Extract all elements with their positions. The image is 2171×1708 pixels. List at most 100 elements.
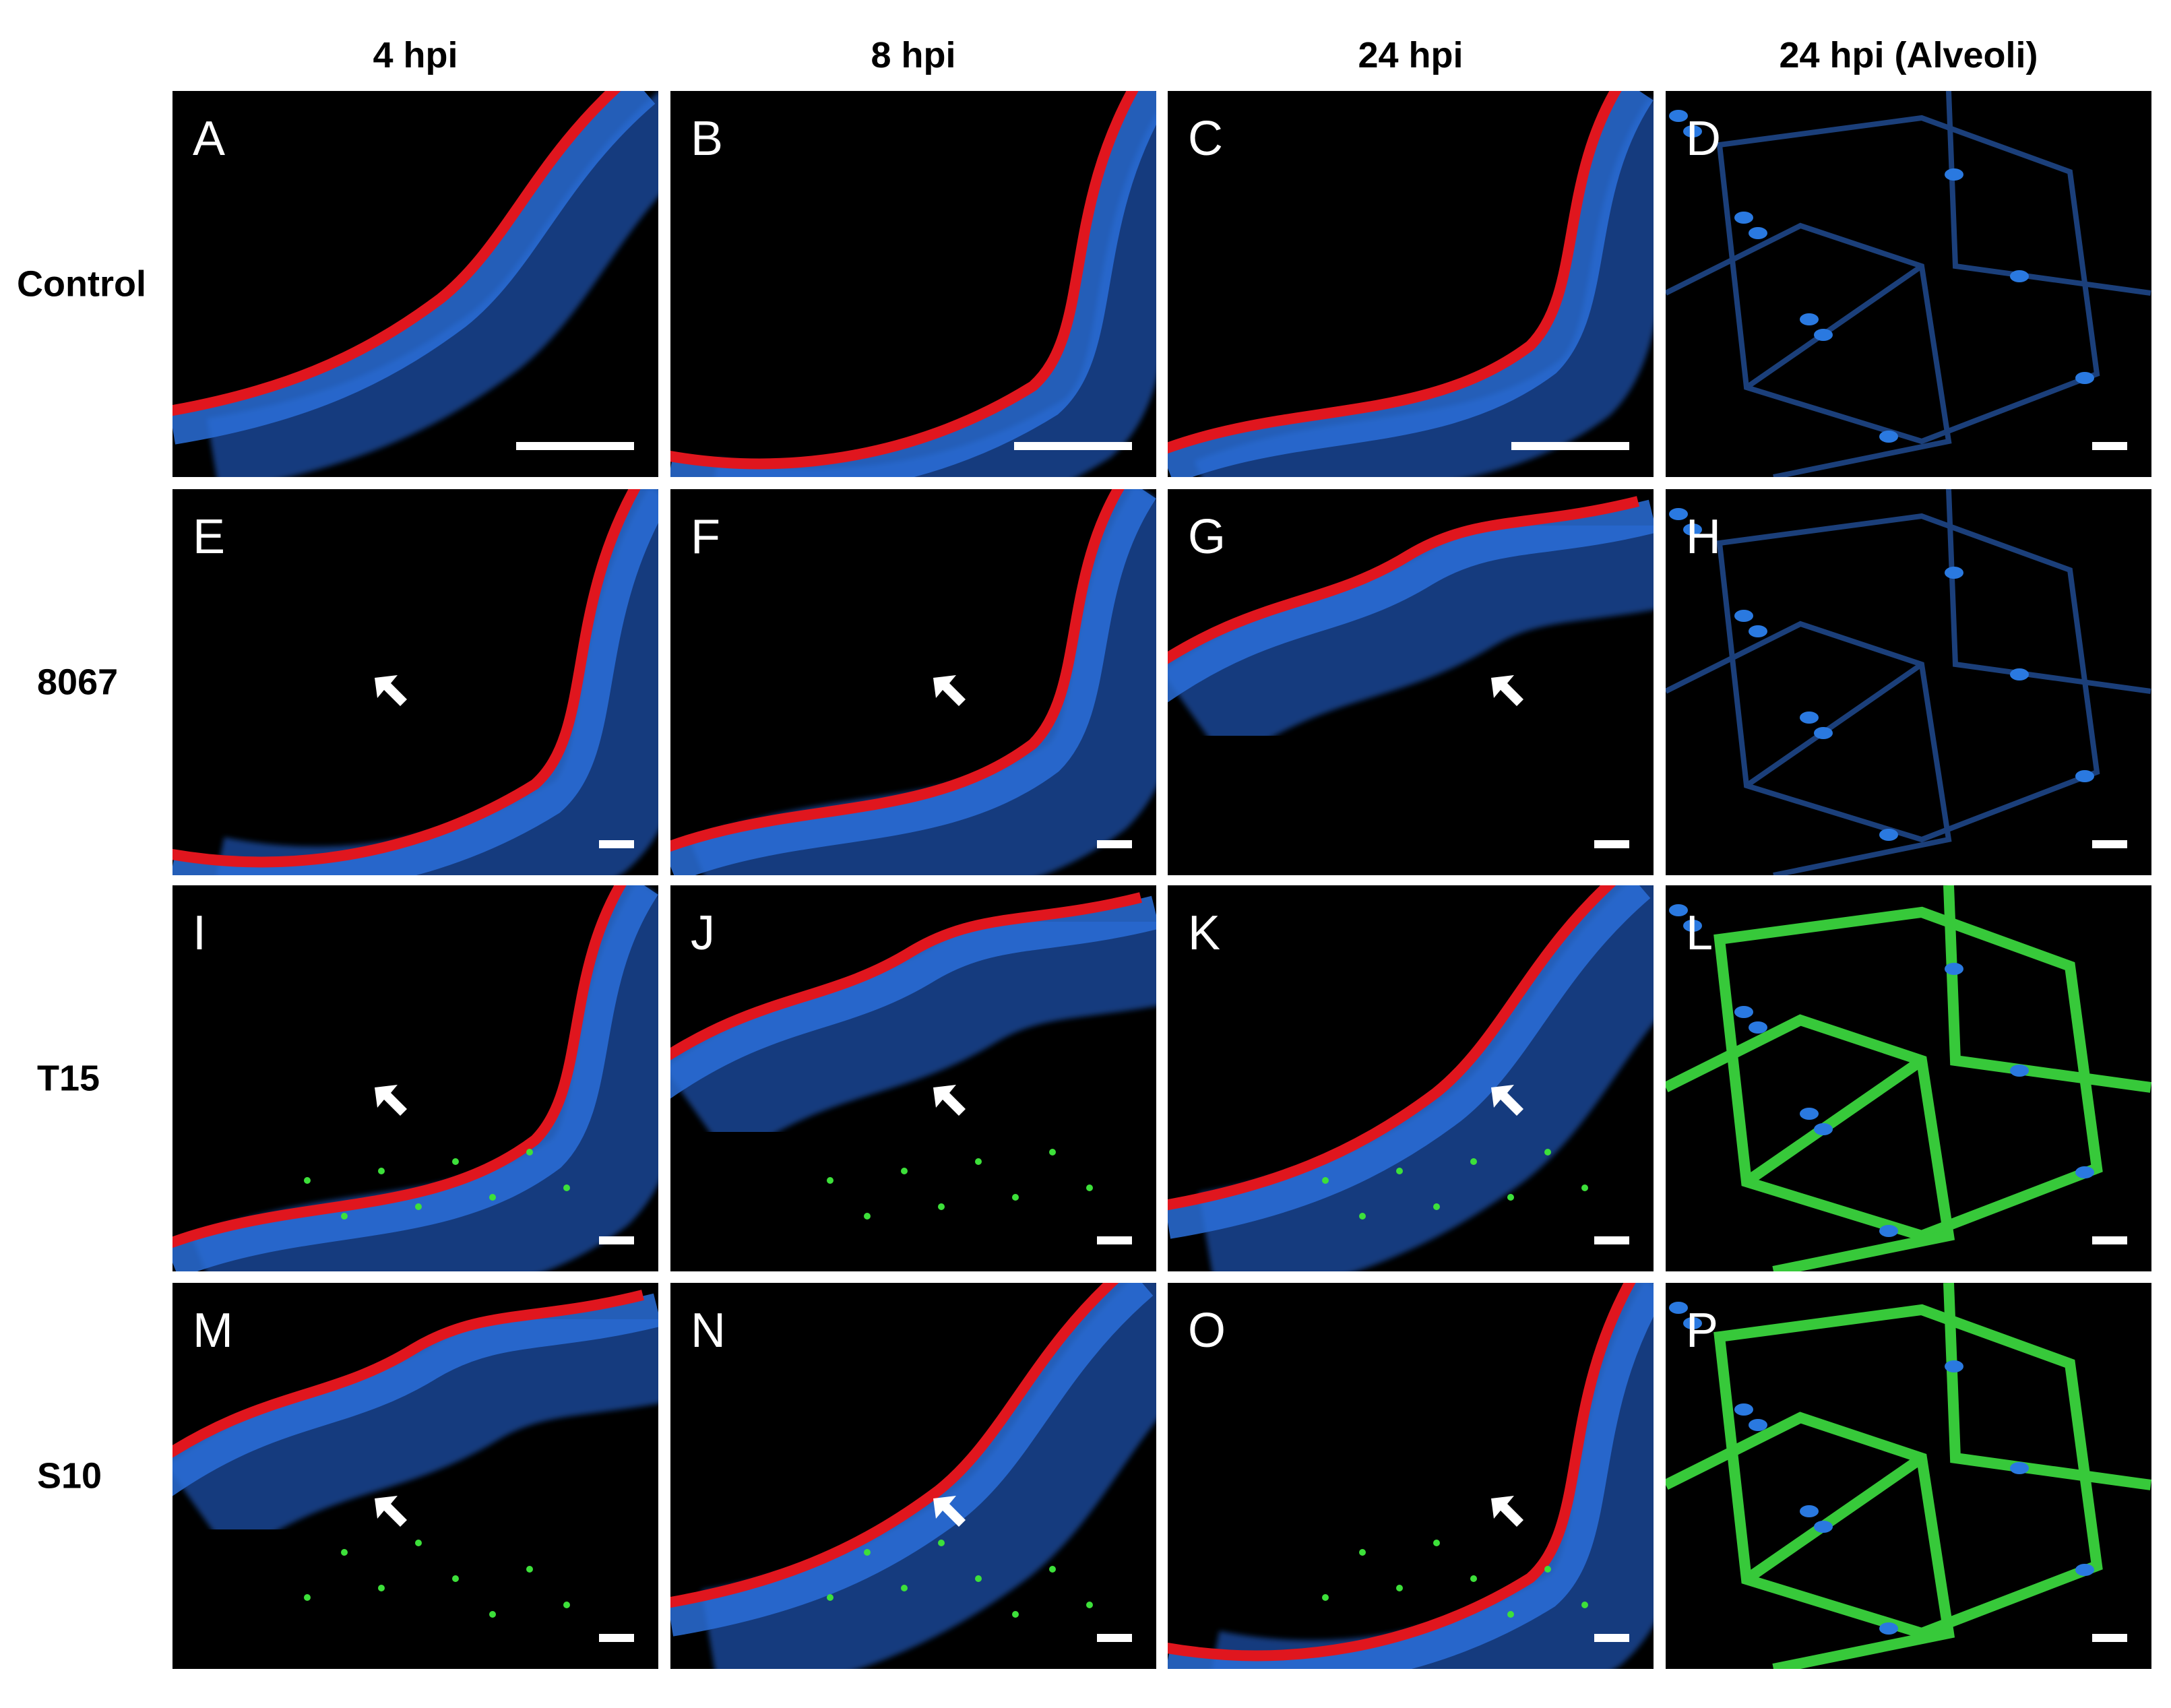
tissue-band	[1212, 1283, 1654, 1669]
scale-bar	[2092, 1236, 2127, 1244]
epithelium-band	[1168, 91, 1654, 477]
nucleus	[1814, 329, 1833, 341]
tissue-band	[206, 92, 658, 477]
alveolar-wall	[1744, 263, 1924, 390]
scale-bar	[599, 840, 634, 848]
green-signal	[1396, 1585, 1403, 1591]
panel-letter: K	[1188, 906, 1220, 960]
epithelium-surface	[172, 1290, 644, 1458]
tissue	[1168, 885, 1654, 1271]
nucleus	[1749, 1419, 1767, 1431]
tissue	[670, 1283, 1156, 1669]
green-signal	[1012, 1194, 1019, 1201]
panel-letter: M	[193, 1304, 233, 1358]
green-signal	[1322, 1177, 1329, 1184]
tissue	[1666, 885, 2151, 1271]
epithelium-band	[172, 1293, 658, 1496]
tissue	[172, 489, 658, 875]
green-signal	[1012, 1611, 1019, 1618]
panel-letter: A	[193, 112, 225, 166]
arrow	[375, 675, 407, 706]
tissue-band	[191, 885, 658, 1271]
green-signal	[1544, 1566, 1551, 1573]
nucleus	[1814, 727, 1833, 739]
nucleus	[1683, 920, 1702, 932]
green-signal	[1433, 1540, 1440, 1546]
arrow	[1491, 1085, 1523, 1116]
column-header: 8 hpi	[871, 35, 955, 75]
nucleus	[2075, 1166, 2094, 1178]
arrow	[933, 1085, 966, 1116]
panel-letter: L	[1686, 906, 1713, 960]
epithelium-surface	[172, 91, 621, 416]
green-signal	[1049, 1149, 1056, 1156]
column-header: 4 hpi	[373, 35, 458, 75]
epithelium-surface	[670, 489, 1125, 852]
tissue	[172, 91, 658, 477]
alveolar-wall	[1946, 91, 2151, 296]
nucleus	[1814, 1123, 1833, 1135]
tissue-band	[1168, 493, 1654, 765]
nucleus	[2010, 270, 2029, 282]
panel-letter: P	[1686, 1304, 1718, 1358]
green-signal	[526, 1149, 533, 1156]
nucleus	[1879, 431, 1898, 443]
nucleus	[1734, 1403, 1753, 1416]
nucleus	[1669, 110, 1688, 122]
green-signal	[975, 1158, 982, 1165]
green-signal	[864, 1213, 871, 1220]
nucleus	[1945, 1360, 1963, 1372]
alveolar-wall	[1943, 1283, 2151, 1490]
micrograph-panel: J	[670, 885, 1156, 1271]
nucleus	[1879, 1622, 1898, 1635]
micrograph-panel: G	[1168, 489, 1654, 875]
micrograph-panel: N	[670, 1283, 1156, 1669]
green-signal	[1581, 1602, 1588, 1608]
nucleus	[1683, 125, 1702, 137]
nucleus	[2075, 1564, 2094, 1576]
nucleus	[2010, 668, 2029, 681]
epithelium-band	[172, 885, 658, 1271]
green-signal	[341, 1213, 348, 1220]
epithelium-band	[670, 895, 1156, 1099]
micrograph-panel: O	[1168, 1283, 1654, 1669]
scale-bar	[1594, 840, 1629, 848]
scale-bar	[2092, 442, 2127, 450]
panel-letter: B	[691, 112, 723, 166]
nucleus	[2010, 1462, 2029, 1474]
green-signal	[1433, 1203, 1440, 1210]
panel-letter: N	[691, 1304, 726, 1358]
green-signal	[1359, 1213, 1366, 1220]
scale-bar	[516, 442, 634, 450]
green-signal	[452, 1158, 459, 1165]
alveolar-wall	[1943, 885, 2151, 1093]
nucleus	[1749, 625, 1767, 637]
panel-letter: D	[1686, 112, 1721, 166]
panel-letter: F	[691, 510, 720, 564]
micrograph-panel: M	[172, 1283, 658, 1669]
green-signal	[489, 1611, 496, 1618]
nucleus	[1669, 1302, 1688, 1314]
green-signal	[489, 1194, 496, 1201]
green-signal	[452, 1575, 459, 1582]
scale-bar	[599, 1634, 634, 1642]
micrograph-panel: A	[172, 91, 658, 477]
green-signal	[304, 1177, 311, 1184]
panel-letter: E	[193, 510, 225, 564]
tissue-band	[216, 489, 658, 875]
green-signal	[1049, 1566, 1056, 1573]
green-signal	[1507, 1611, 1514, 1618]
green-signal	[1086, 1184, 1093, 1191]
tissue-band	[701, 1283, 1156, 1669]
green-signal	[1581, 1184, 1588, 1191]
nucleus	[1945, 168, 1963, 181]
arrow	[933, 675, 966, 706]
arrow	[1491, 675, 1523, 706]
nucleus	[1669, 508, 1688, 520]
arrow	[933, 1496, 966, 1527]
epithelium-surface	[670, 1283, 1119, 1608]
epithelium-surface	[1168, 1283, 1636, 1662]
green-signal	[901, 1168, 908, 1174]
alveolar-wall	[1744, 662, 1924, 788]
epithelium-band	[670, 91, 1156, 477]
